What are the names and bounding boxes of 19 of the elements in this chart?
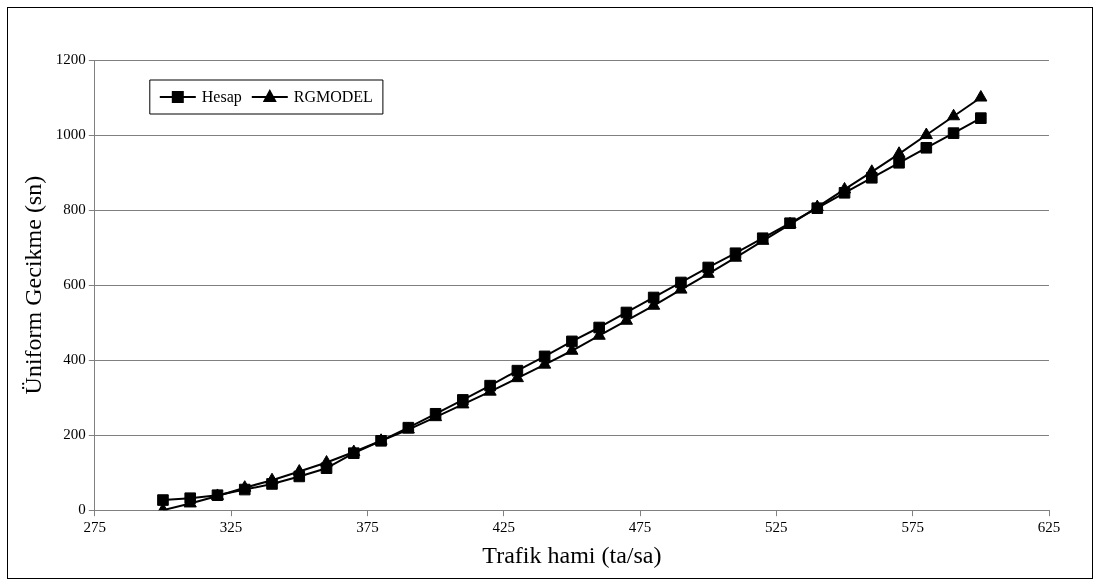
- x-tick-label: 275: [83, 519, 107, 536]
- y-tick-label: 0: [78, 501, 86, 518]
- y-tick-label: 800: [63, 201, 86, 217]
- x-tick-label: 425: [492, 519, 515, 536]
- y-tick-label: 1000: [55, 125, 86, 142]
- x-tick-label: 625: [1037, 519, 1061, 536]
- y-axis-title: Üniform Gecikme (sn): [19, 175, 46, 395]
- y-tick-label: 1200: [55, 50, 86, 67]
- legend-label: RGMODEL: [293, 88, 373, 106]
- legend-label: Hesap: [201, 88, 242, 107]
- x-axis-title: Trafik hami (ta/sa): [482, 541, 662, 568]
- y-tick-label: 600: [63, 276, 86, 293]
- x-tick-label: 375: [356, 519, 379, 536]
- x-tick-label: 475: [628, 519, 652, 536]
- y-tick-label: 200: [63, 426, 86, 443]
- y-tick-label: 400: [63, 351, 86, 368]
- x-tick-label: 575: [901, 519, 924, 536]
- x-tick-label: 325: [219, 519, 243, 536]
- x-tick-label: 525: [765, 519, 788, 536]
